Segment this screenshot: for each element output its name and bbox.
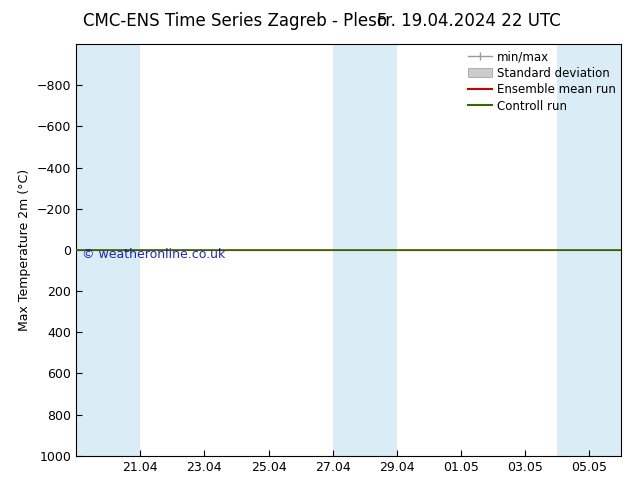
Text: CMC-ENS Time Series Zagreb - Pleso: CMC-ENS Time Series Zagreb - Pleso xyxy=(82,12,387,30)
Bar xyxy=(333,44,365,456)
Text: Fr. 19.04.2024 22 UTC: Fr. 19.04.2024 22 UTC xyxy=(377,12,561,30)
Bar xyxy=(365,44,397,456)
Text: © weatheronline.co.uk: © weatheronline.co.uk xyxy=(82,248,225,261)
Bar xyxy=(589,44,621,456)
Bar xyxy=(76,44,108,456)
Bar xyxy=(557,44,589,456)
Y-axis label: Max Temperature 2m (°C): Max Temperature 2m (°C) xyxy=(18,169,31,331)
Legend: min/max, Standard deviation, Ensemble mean run, Controll run: min/max, Standard deviation, Ensemble me… xyxy=(468,50,616,113)
Bar xyxy=(108,44,140,456)
